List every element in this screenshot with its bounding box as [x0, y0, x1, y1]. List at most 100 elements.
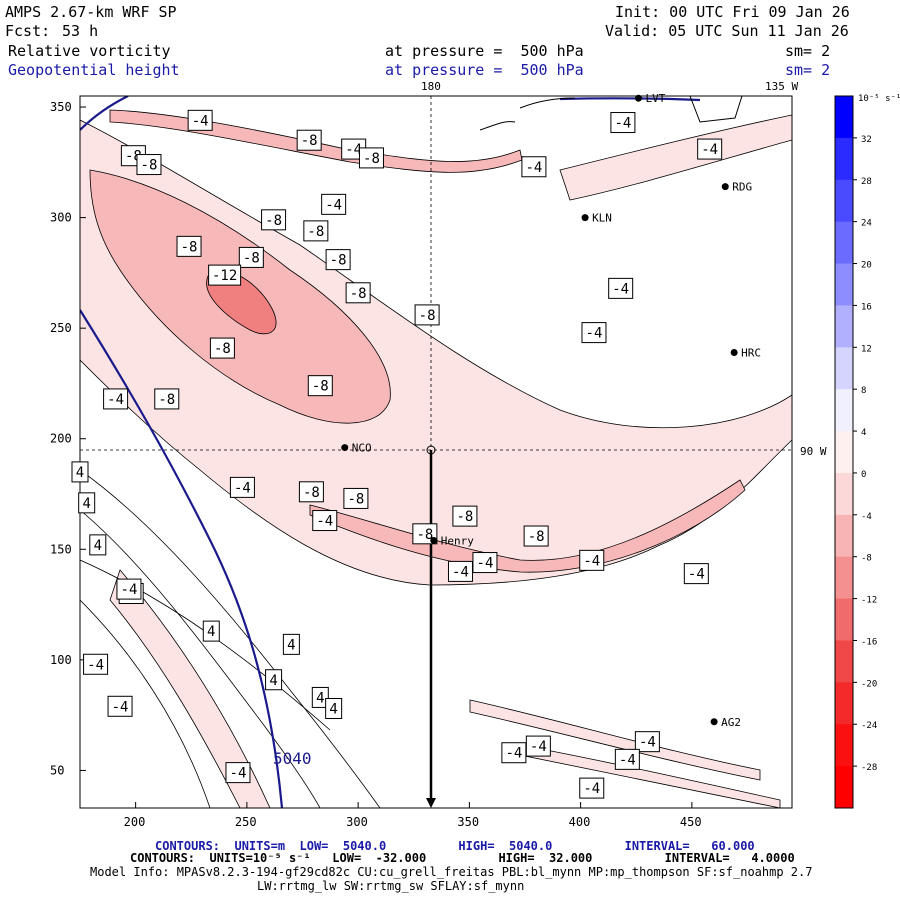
vorticity-strip-minus8: [309, 479, 746, 573]
contour-label: -8: [303, 485, 320, 501]
y-tick-label: 150: [50, 542, 72, 556]
colorbar-segment: [835, 96, 853, 139]
contour-label-box: [452, 505, 478, 527]
y-tick-label: 50: [50, 763, 64, 777]
x-axis: 200 250 300 350 400 450: [124, 802, 702, 829]
footer-model-info: Model Info: MPASv8.2.3-194-gf29cd82c CU:…: [90, 865, 813, 879]
x-tick-label: 250: [235, 815, 257, 829]
forecast-value: 53 h: [62, 22, 99, 40]
station-label: HRC: [741, 346, 761, 359]
contour-label: -4: [452, 564, 469, 580]
field1-smoothing: sm= 2: [785, 42, 831, 60]
contour-label-box: [307, 375, 333, 397]
colorbar: 32 28 24 20 16 12 8 4 0 -4 -8 -12 -16 -20 -24 -28: [834, 95, 877, 809]
contour-label-box: [414, 304, 440, 326]
station-marker: [710, 718, 718, 726]
contour-label-box: [296, 129, 322, 151]
contour-label: -8: [243, 250, 260, 266]
contour-label: -8: [363, 151, 380, 167]
colorbar-segment: [835, 347, 853, 390]
field2-smoothing: sm= 2: [785, 61, 831, 79]
contour-label: -8: [301, 133, 318, 149]
station-label: KLN: [592, 212, 612, 225]
contour-label-box: [610, 112, 636, 134]
contour-label-box: [325, 249, 351, 271]
contour-label-box: [298, 481, 324, 503]
vorticity-streak-southwest: [109, 569, 271, 808]
contour-label-box: [343, 487, 369, 509]
colorbar-tick-label: 0: [861, 470, 866, 480]
coastline: [479, 96, 743, 131]
contour-label-box: [265, 669, 283, 691]
cross-section-origin: [426, 445, 436, 455]
colorbar-unit: 10⁻⁵ s⁻¹: [858, 94, 900, 104]
contour-label: 4: [94, 538, 102, 554]
contour-label-box: [83, 653, 109, 675]
contour-label-box: [579, 777, 605, 799]
x-tick-label: 400: [569, 815, 591, 829]
contour-label: -8: [330, 253, 347, 269]
contour-label-box: [208, 264, 242, 286]
contour-label: -4: [583, 781, 600, 797]
height-contour-5040: [80, 309, 284, 808]
contour-label: 4: [82, 496, 90, 512]
colorbar-segment: [835, 514, 853, 558]
x-tick-label: 300: [346, 815, 368, 829]
colorbar-segment: [835, 472, 853, 516]
x-tick-label: 200: [124, 815, 146, 829]
station-label: Henry: [441, 534, 474, 547]
contour-label-box: [89, 534, 107, 556]
colorbar-segment: [835, 431, 853, 474]
contour-label-box: [311, 686, 329, 708]
colorbar-segment: [835, 389, 853, 432]
contour-label: 4: [329, 701, 337, 717]
station-marker: [721, 183, 729, 191]
field1-level: at pressure = 500 hPa: [385, 42, 584, 60]
vorticity-streak-southeast2: [519, 744, 781, 808]
forecast-label: Fcst:: [5, 22, 51, 40]
contour-label: -8: [158, 392, 175, 408]
contour-label-box: [238, 246, 264, 268]
contour-label: -8: [307, 224, 324, 240]
contour-label: -4: [345, 142, 362, 158]
contour-label: -4: [583, 553, 600, 569]
y-tick-label: 350: [50, 100, 72, 114]
station-marker: [634, 94, 642, 102]
contour-label-box: [229, 476, 255, 498]
plot-frame: [79, 95, 793, 809]
contour-label: -4: [87, 657, 104, 673]
y-tick-label: 100: [50, 653, 72, 667]
contour-label: -8: [347, 491, 364, 507]
y-tick-label: 250: [50, 321, 72, 335]
plot-area: [80, 96, 792, 808]
contour-label-box: [154, 388, 180, 410]
contour-label-box: [581, 322, 607, 344]
contour-label: -8: [416, 527, 433, 543]
colorbar-tick-label: 12: [861, 344, 872, 354]
contour-label-box: [614, 748, 640, 770]
valid-time: Valid: 05 UTC Sun 11 Jan 26: [605, 22, 849, 40]
colorbar-segment: [835, 556, 853, 600]
contour-label: -8: [214, 341, 231, 357]
contour-label: -4: [230, 766, 247, 782]
contour-label-box: [303, 220, 329, 242]
contour-label: -4: [112, 699, 129, 715]
height-contour-northeast: [559, 97, 701, 102]
colorbar-segment: [835, 640, 853, 683]
contour-label: -4: [234, 480, 251, 496]
contour-label: -8: [312, 379, 329, 395]
contour-label-box: [697, 138, 723, 160]
colorbar-tick-label: -8: [861, 554, 872, 564]
cross-section-arrowhead: [426, 798, 436, 808]
contour-label-box: [136, 154, 162, 176]
contour-label-box: [261, 209, 287, 231]
field1-name: Relative vorticity: [8, 42, 171, 60]
contour-label: -4: [316, 514, 333, 530]
colorbar-segment: [835, 598, 853, 641]
contour-label-box: [634, 731, 660, 753]
contour-label: -4: [612, 281, 629, 297]
contour-label-box: [103, 388, 129, 410]
contour-label: -4: [325, 197, 342, 213]
contour-label: -8: [528, 529, 545, 545]
station-label: RDG: [732, 181, 752, 194]
